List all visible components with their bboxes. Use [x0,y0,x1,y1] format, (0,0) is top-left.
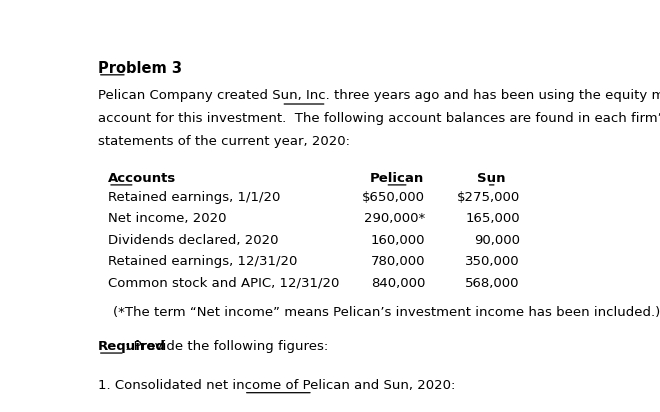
Text: account for this investment.  The following account balances are found in each f: account for this investment. The followi… [98,112,660,125]
Text: Required: Required [98,340,166,353]
Text: Retained earnings, 12/31/20: Retained earnings, 12/31/20 [108,255,298,268]
Text: 840,000: 840,000 [371,277,425,290]
Text: Sun: Sun [477,171,506,185]
Text: 90,000: 90,000 [474,234,520,247]
Text: Net income, 2020: Net income, 2020 [108,212,226,225]
Text: statements of the current year, 2020:: statements of the current year, 2020: [98,135,350,148]
Text: 1. Consolidated net income of Pelican and Sun, 2020:: 1. Consolidated net income of Pelican an… [98,379,455,392]
Text: (*The term “Net income” means Pelican’s investment income has been included.): (*The term “Net income” means Pelican’s … [114,307,660,319]
Text: Problem 3: Problem 3 [98,61,182,75]
Text: $275,000: $275,000 [457,191,520,204]
Text: $650,000: $650,000 [362,191,425,204]
Text: Accounts: Accounts [108,171,176,185]
Text: 160,000: 160,000 [371,234,425,247]
Text: Dividends declared, 2020: Dividends declared, 2020 [108,234,279,247]
Text: 165,000: 165,000 [465,212,520,225]
Text: 568,000: 568,000 [465,277,520,290]
Text: 290,000*: 290,000* [364,212,425,225]
Text: 350,000: 350,000 [465,255,520,268]
Text: : Provide the following figures:: : Provide the following figures: [125,340,328,353]
Text: Pelican: Pelican [370,171,424,185]
Text: 780,000: 780,000 [371,255,425,268]
Text: Common stock and APIC, 12/31/20: Common stock and APIC, 12/31/20 [108,277,339,290]
Text: Pelican Company created Sun, Inc. three years ago and has been using the equity : Pelican Company created Sun, Inc. three … [98,89,660,102]
Text: Retained earnings, 1/1/20: Retained earnings, 1/1/20 [108,191,280,204]
